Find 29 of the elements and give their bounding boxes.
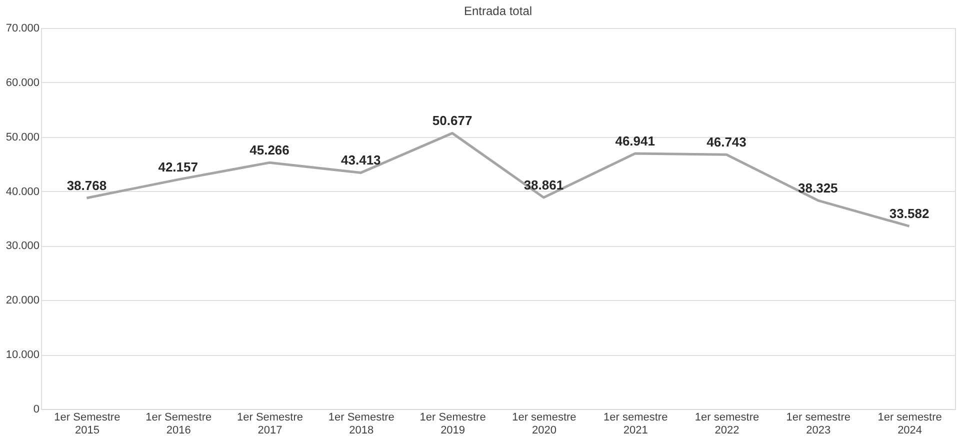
data-label: 50.677 xyxy=(432,113,472,128)
y-tick-label: 50.000 xyxy=(6,131,40,144)
x-tick-label: 1er semestre 2024 xyxy=(878,412,942,436)
data-label: 38.325 xyxy=(798,180,838,196)
data-label: 43.413 xyxy=(341,152,381,168)
y-tick-label: 10.000 xyxy=(6,349,40,362)
x-tick-label: 1er semestre 2021 xyxy=(604,412,668,436)
x-tick-label: 1er Semestre 2018 xyxy=(328,412,394,436)
y-tick-label: 70.000 xyxy=(6,22,40,34)
y-tick-label: 60.000 xyxy=(6,76,40,89)
chart-title: Entrada total xyxy=(464,4,532,18)
x-tick-label: 1er Semestre 2019 xyxy=(420,412,486,436)
data-label: 38.861 xyxy=(524,177,564,192)
x-tick-label: 1er semestre 2020 xyxy=(512,412,576,436)
y-tick-label: 0 xyxy=(33,404,40,416)
y-tick-label: 20.000 xyxy=(6,294,40,307)
x-tick-label: 1er Semestre 2015 xyxy=(54,412,120,436)
y-tick-label: 30.000 xyxy=(6,240,40,252)
x-tick-label: 1er Semestre 2017 xyxy=(236,412,304,436)
data-label: 42.157 xyxy=(158,160,198,175)
y-tick-label: 40.000 xyxy=(6,186,40,198)
data-label: 45.266 xyxy=(250,142,290,158)
data-label: 38.768 xyxy=(66,178,107,193)
data-label: 46.743 xyxy=(706,134,746,150)
x-tick-label: 1er Semestre 2016 xyxy=(146,412,212,436)
x-tick-label: 1er semestre 2023 xyxy=(786,412,850,436)
data-label: 46.941 xyxy=(615,134,655,149)
data-label: 33.582 xyxy=(889,206,930,222)
x-tick-label: 1er semestre 2022 xyxy=(694,412,760,436)
